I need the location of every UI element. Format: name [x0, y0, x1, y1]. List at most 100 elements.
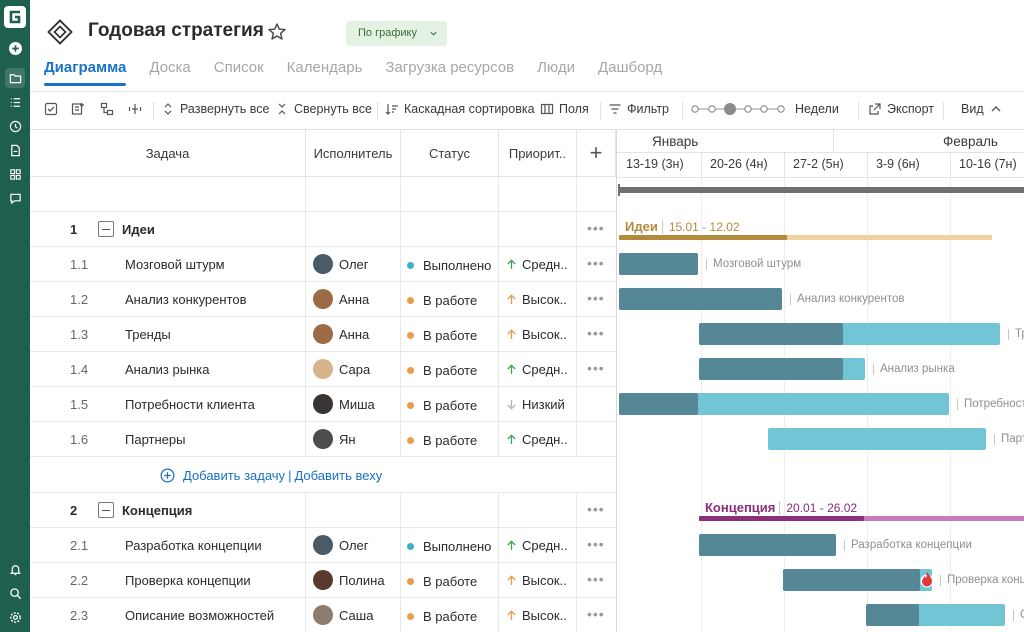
task-name[interactable]: Мозговой штурм — [125, 257, 225, 272]
row-menu-icon[interactable]: ••• — [587, 606, 605, 622]
table-row[interactable]: 2.3 Описание возможностей Саша В работе … — [30, 598, 616, 632]
task-name[interactable]: Потребности клиента — [125, 397, 255, 412]
assignee-name[interactable]: Олег — [339, 538, 369, 553]
assignee-name[interactable]: Олег — [339, 257, 369, 272]
checkbox-tool-icon[interactable] — [44, 102, 58, 116]
tab-gantt[interactable]: Диаграмма — [44, 58, 127, 92]
star-icon[interactable] — [267, 22, 287, 42]
table-row[interactable]: 1.2 Анализ конкурентов Анна В работе Выс… — [30, 282, 616, 317]
add-column-button[interactable]: + — [577, 130, 616, 177]
table-row[interactable]: 1.1 Мозговой штурм Олег Выполнено Средн.… — [30, 247, 616, 282]
priority-value[interactable]: Низкий — [522, 397, 565, 412]
status-value[interactable]: В работе — [423, 433, 478, 448]
status-value[interactable]: В работе — [423, 328, 478, 343]
table-row[interactable]: 1.4 Анализ рынка Сара В работе Средн.. •… — [30, 352, 616, 387]
table-row[interactable]: 2.1 Разработка концепции Олег Выполнено … — [30, 528, 616, 563]
project-status-dropdown[interactable]: По графику — [346, 21, 447, 46]
priority-value[interactable]: Средн.. — [522, 257, 568, 272]
table-row[interactable]: 1.5 Потребности клиента Миша В работе Ни… — [30, 387, 616, 422]
assignee-name[interactable]: Ян — [339, 432, 356, 447]
priority-value[interactable]: Средн.. — [522, 538, 568, 553]
assignee-name[interactable]: Миша — [339, 397, 375, 412]
subtask-tool-icon[interactable] — [100, 102, 114, 116]
collapse-group-icon[interactable] — [98, 502, 114, 518]
status-value[interactable]: В работе — [423, 398, 478, 413]
column-header-status[interactable]: Статус — [401, 130, 499, 177]
task-name[interactable]: Анализ рынка — [125, 362, 210, 377]
tab-people[interactable]: Люди — [537, 59, 575, 76]
row-menu-icon[interactable]: ••• — [587, 325, 605, 341]
gantt-group-bar[interactable] — [619, 235, 992, 240]
status-value[interactable]: В работе — [423, 363, 478, 378]
add-task-tool-icon[interactable] — [71, 102, 85, 116]
document-icon[interactable] — [5, 140, 25, 160]
collapse-all-button[interactable]: Свернуть все — [275, 102, 372, 116]
tab-workload[interactable]: Загрузка ресурсов — [385, 59, 515, 76]
priority-value[interactable]: Высок.. — [522, 327, 567, 342]
priority-value[interactable]: Средн.. — [522, 432, 568, 447]
grid-icon[interactable] — [5, 164, 25, 184]
column-header-priority[interactable]: Приорит.. — [499, 130, 577, 177]
group-row[interactable]: 2 Концепция ••• — [30, 493, 616, 528]
table-row[interactable]: 2.2 Проверка концепции Полина В работе В… — [30, 563, 616, 598]
app-logo-icon[interactable] — [4, 6, 26, 28]
search-icon[interactable] — [5, 583, 25, 603]
status-value[interactable]: В работе — [423, 574, 478, 589]
zoom-slider[interactable] — [690, 101, 786, 117]
gear-icon[interactable] — [5, 607, 25, 627]
plus-circle-icon[interactable] — [160, 468, 175, 483]
plus-icon[interactable] — [5, 38, 25, 58]
tab-list[interactable]: Список — [213, 59, 264, 76]
bell-icon[interactable] — [5, 559, 25, 579]
table-row[interactable]: 1.6 Партнеры Ян В работе Средн.. — [30, 422, 616, 457]
status-value[interactable]: В работе — [423, 609, 478, 624]
gantt-group-label[interactable]: Концепция 20.01 - 26.02 — [705, 500, 858, 515]
status-value[interactable]: Выполнено — [423, 539, 492, 554]
task-name[interactable]: Разработка концепции — [125, 538, 262, 553]
priority-value[interactable]: Средн.. — [522, 362, 568, 377]
status-value[interactable]: Выполнено — [423, 258, 492, 273]
assignee-name[interactable]: Анна — [339, 292, 370, 307]
assignee-name[interactable]: Саша — [339, 608, 374, 623]
row-menu-icon[interactable]: ••• — [587, 501, 605, 517]
project-summary-bar[interactable] — [618, 187, 1024, 193]
export-button[interactable]: Экспорт — [868, 102, 934, 116]
tab-board[interactable]: Доска — [149, 59, 191, 76]
table-row[interactable]: 1.3 Тренды Анна В работе Высок.. ••• — [30, 317, 616, 352]
add-milestone-link[interactable]: Добавить веху — [294, 468, 383, 483]
priority-value[interactable]: Высок.. — [522, 292, 567, 307]
task-name[interactable]: Описание возможностей — [125, 608, 275, 623]
clock-icon[interactable] — [5, 116, 25, 136]
list-icon[interactable] — [5, 92, 25, 112]
group-name[interactable]: Концепция — [122, 503, 193, 518]
chat-icon[interactable] — [5, 188, 25, 208]
group-row[interactable]: 1 Идеи ••• — [30, 212, 616, 247]
column-header-assignee[interactable]: Исполнитель — [306, 130, 401, 177]
gantt-task-bar[interactable] — [768, 428, 986, 450]
assignee-name[interactable]: Полина — [339, 573, 385, 588]
priority-value[interactable]: Высок.. — [522, 608, 567, 623]
row-menu-icon[interactable]: ••• — [587, 290, 605, 306]
collapse-group-icon[interactable] — [98, 221, 114, 237]
tab-dashboard[interactable]: Дашборд — [597, 59, 663, 76]
task-name[interactable]: Анализ конкурентов — [125, 292, 247, 307]
view-button[interactable]: Вид — [961, 102, 1003, 116]
milestone-tool-icon[interactable] — [128, 102, 142, 116]
priority-value[interactable]: Высок.. — [522, 573, 567, 588]
add-task-link[interactable]: Добавить задачу — [183, 468, 286, 483]
row-menu-icon[interactable]: ••• — [587, 220, 605, 236]
expand-all-button[interactable]: Развернуть все — [161, 102, 269, 116]
status-value[interactable]: В работе — [423, 293, 478, 308]
fields-button[interactable]: Поля — [540, 102, 589, 116]
filter-button[interactable]: Фильтр — [608, 102, 669, 116]
gantt-task-bar[interactable] — [619, 393, 949, 415]
gantt-group-label[interactable]: Идеи 15.01 - 12.02 — [625, 219, 740, 234]
row-menu-icon[interactable]: ••• — [587, 571, 605, 587]
assignee-name[interactable]: Анна — [339, 327, 370, 342]
row-menu-icon[interactable]: ••• — [587, 536, 605, 552]
column-header-task[interactable]: Задача — [30, 130, 306, 177]
assignee-name[interactable]: Сара — [339, 362, 371, 377]
group-name[interactable]: Идеи — [122, 222, 155, 237]
task-name[interactable]: Партнеры — [125, 432, 186, 447]
row-menu-icon[interactable]: ••• — [587, 360, 605, 376]
